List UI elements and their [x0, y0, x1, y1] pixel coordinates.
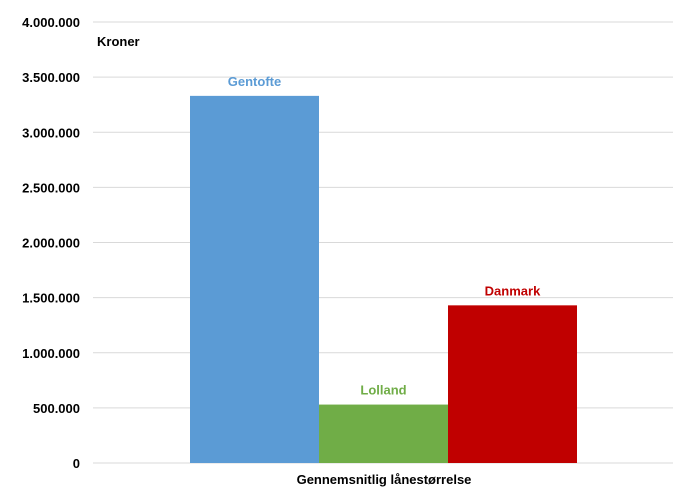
- series-labels: Gentofte Lolland Danmark: [228, 74, 541, 398]
- y-tick-label: 3.000.000: [22, 125, 80, 140]
- x-axis-category-label: Gennemsnitlig lånestørrelse: [297, 472, 472, 487]
- y-tick-label: 3.500.000: [22, 70, 80, 85]
- y-axis-unit-label: Kroner: [97, 34, 140, 49]
- y-tick-label: 1.000.000: [22, 346, 80, 361]
- y-tick-label: 0: [73, 456, 80, 471]
- series-label-gentofte: Gentofte: [228, 74, 281, 89]
- y-axis-tick-labels: 0 500.000 1.000.000 1.500.000 2.000.000 2.500…: [22, 15, 80, 471]
- gridlines: [93, 21, 673, 464]
- series-label-lolland: Lolland: [360, 383, 406, 398]
- y-tick-label: 2.000.000: [22, 236, 80, 251]
- bars: [190, 95, 577, 464]
- bar-lolland: [319, 404, 448, 463]
- series-label-danmark: Danmark: [485, 283, 541, 298]
- bar-gentofte: [190, 95, 319, 464]
- y-tick-label: 1.500.000: [22, 291, 80, 306]
- y-tick-label: 500.000: [33, 401, 80, 416]
- y-tick-label: 4.000.000: [22, 15, 80, 30]
- y-tick-label: 2.500.000: [22, 180, 80, 195]
- bar-danmark: [448, 305, 577, 463]
